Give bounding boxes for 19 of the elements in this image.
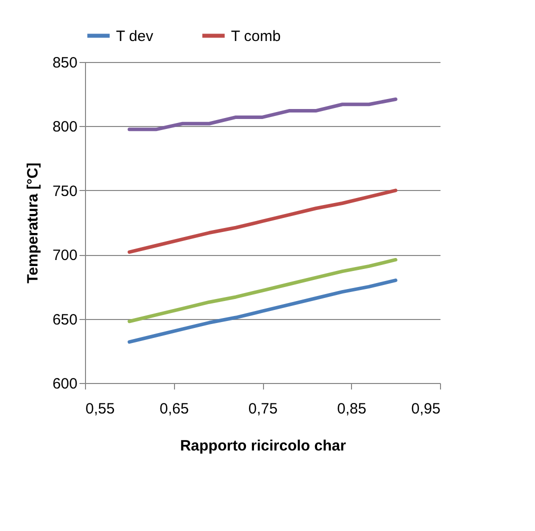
x-tick-label: 0,75: [248, 400, 278, 418]
line-series: [128, 188, 398, 254]
x-tick-label: 0,55: [86, 400, 115, 418]
y-tick-label: 850: [52, 54, 78, 72]
x-axis-title: Rapporto ricircolo char: [180, 438, 346, 454]
y-tick-label: 750: [52, 182, 78, 200]
x-tick-label: 0,95: [411, 400, 440, 418]
y-tick-label: 650: [52, 311, 78, 328]
y-tick-label: 600: [52, 376, 78, 392]
y-tick-label: 800: [52, 118, 78, 136]
x-tick-label: 0,85: [337, 400, 366, 418]
line-series: [128, 258, 398, 324]
legend-label: T dev: [116, 28, 154, 45]
y-tick-label: 700: [52, 247, 78, 264]
x-tick-label: 0,65: [160, 400, 189, 418]
y-axis-title: Temperatura [°C]: [24, 162, 42, 284]
line-series: [128, 278, 398, 344]
line-series: [128, 97, 398, 132]
legend-label: T comb: [231, 28, 281, 45]
